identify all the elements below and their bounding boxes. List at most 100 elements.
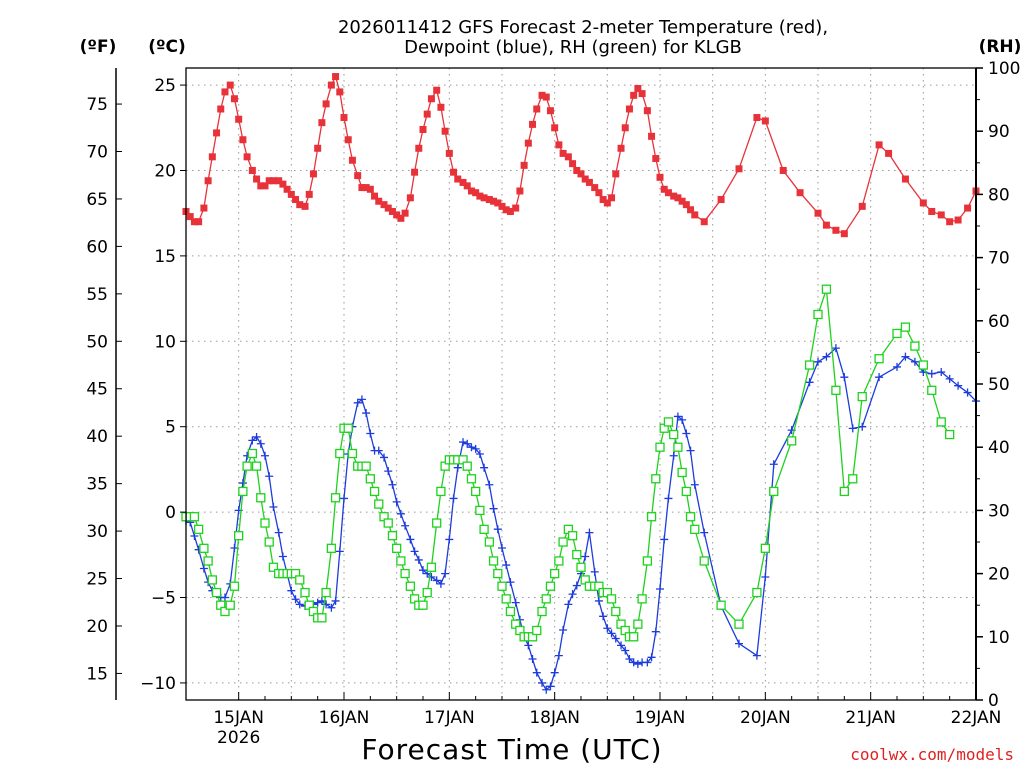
chart-title-line1: 2026011412 GFS Forecast 2-meter Temperat… <box>338 17 828 38</box>
dewpoint-point <box>686 446 695 455</box>
dewpoint-point <box>441 569 450 578</box>
temperature-point <box>195 218 203 226</box>
rh-point <box>760 543 770 553</box>
dewpoint-point <box>449 494 458 503</box>
temperature-point <box>362 184 370 192</box>
rh-point <box>374 499 384 509</box>
temperature-point <box>674 194 682 202</box>
temperature-point <box>366 185 374 193</box>
fahrenheit-tick-label: 70 <box>86 143 108 163</box>
dewpoint-point <box>660 535 669 544</box>
temperature-point <box>573 166 581 174</box>
rh-point <box>479 524 489 535</box>
temperature-point <box>186 213 194 221</box>
rh-point <box>436 486 446 497</box>
dewpoint-point <box>374 446 383 455</box>
rh-point <box>945 429 955 440</box>
dewpoint-point <box>700 528 709 537</box>
fahrenheit-tick-label: 45 <box>86 380 108 400</box>
rh-point <box>545 581 556 591</box>
temperature-point <box>450 168 458 176</box>
temperature-point <box>332 73 340 81</box>
rh-point <box>936 417 946 427</box>
rh-point <box>396 556 406 566</box>
dewpoint-point <box>607 629 616 638</box>
fahrenheit-tick-label: 40 <box>86 427 108 447</box>
rh-point <box>418 600 428 610</box>
rh-point <box>207 575 217 585</box>
rh-point <box>669 429 679 440</box>
temperature-point <box>441 127 449 135</box>
temperature-point <box>822 221 830 229</box>
dewpoint-point <box>901 352 910 361</box>
rh-point <box>611 606 621 617</box>
dewpoint-point <box>199 564 208 573</box>
rh-point <box>900 322 911 332</box>
rh-point <box>690 524 700 535</box>
rh-point <box>392 543 402 553</box>
celsius-tick-label: 10 <box>154 332 176 352</box>
temperature-point <box>529 120 537 128</box>
fahrenheit-tick-label: 60 <box>86 237 108 257</box>
dewpoint-point <box>875 373 884 382</box>
rh-point <box>606 594 617 604</box>
rh-point <box>646 512 657 522</box>
temperature-point <box>796 189 804 197</box>
rh-point <box>501 594 511 604</box>
dewpoint-point <box>805 378 814 387</box>
temperature-point <box>599 196 607 204</box>
temperature-point <box>502 206 510 214</box>
temperature-point <box>546 107 554 115</box>
temperature-point <box>292 196 300 204</box>
rh-axis: 0 10 20 30 40 50 60 70 80 90 100 <box>976 59 1020 711</box>
dewpoint-point <box>335 547 344 556</box>
dewpoint-point <box>463 439 472 448</box>
year-label: 2026 <box>217 728 260 748</box>
temperature-point <box>638 90 646 98</box>
temperature-point <box>427 95 435 103</box>
rh-point <box>554 556 564 566</box>
rh-point <box>426 562 437 572</box>
temperature-point <box>660 185 668 193</box>
rh-tick-label: 30 <box>988 501 1010 521</box>
chart-title-line2: Dewpoint (blue), RH (green) for KLGB <box>404 37 742 58</box>
rh-point <box>369 486 380 497</box>
dewpoint-point <box>559 625 568 634</box>
temperature-point <box>384 204 392 212</box>
temperature-point <box>380 201 388 209</box>
dewpoint-point <box>238 479 247 488</box>
time-tick-label: 19JAN <box>635 708 686 728</box>
temperature-point <box>472 189 480 197</box>
rh-point <box>466 474 477 484</box>
temperature-point <box>340 114 348 122</box>
temperature-point <box>664 189 672 197</box>
temperature-point <box>555 141 563 149</box>
dewpoint-point <box>927 369 936 378</box>
dewpoint-point <box>388 480 397 489</box>
rh-point <box>199 543 209 553</box>
temperature-point <box>832 226 840 234</box>
temperature-point <box>814 209 822 217</box>
rh-point <box>335 448 345 459</box>
dewpoint-point <box>554 651 563 660</box>
rh-point <box>567 531 578 541</box>
celsius-axis: −10 −5 0 5 10 15 20 25 <box>140 76 186 694</box>
rh-tick-label: 60 <box>988 312 1010 332</box>
temperature-point <box>314 144 322 152</box>
rh-point <box>251 461 262 471</box>
temperature-point <box>512 204 520 212</box>
temperature-point <box>318 119 326 127</box>
dewpoint-point <box>568 590 577 599</box>
dewpoint-point <box>937 368 946 377</box>
temperature-point <box>208 153 216 161</box>
temperature-point <box>630 91 638 99</box>
rh-tick-label: 40 <box>988 438 1010 458</box>
temperature-point <box>348 156 356 164</box>
celsius-unit-label: (ºC) <box>148 37 186 57</box>
temperature-point <box>221 88 229 96</box>
dewpoint-point <box>581 552 590 561</box>
fahrenheit-tick-label: 65 <box>86 190 108 210</box>
rh-point <box>651 474 661 484</box>
dewpoint-point <box>647 653 656 662</box>
rh-point <box>422 587 432 598</box>
